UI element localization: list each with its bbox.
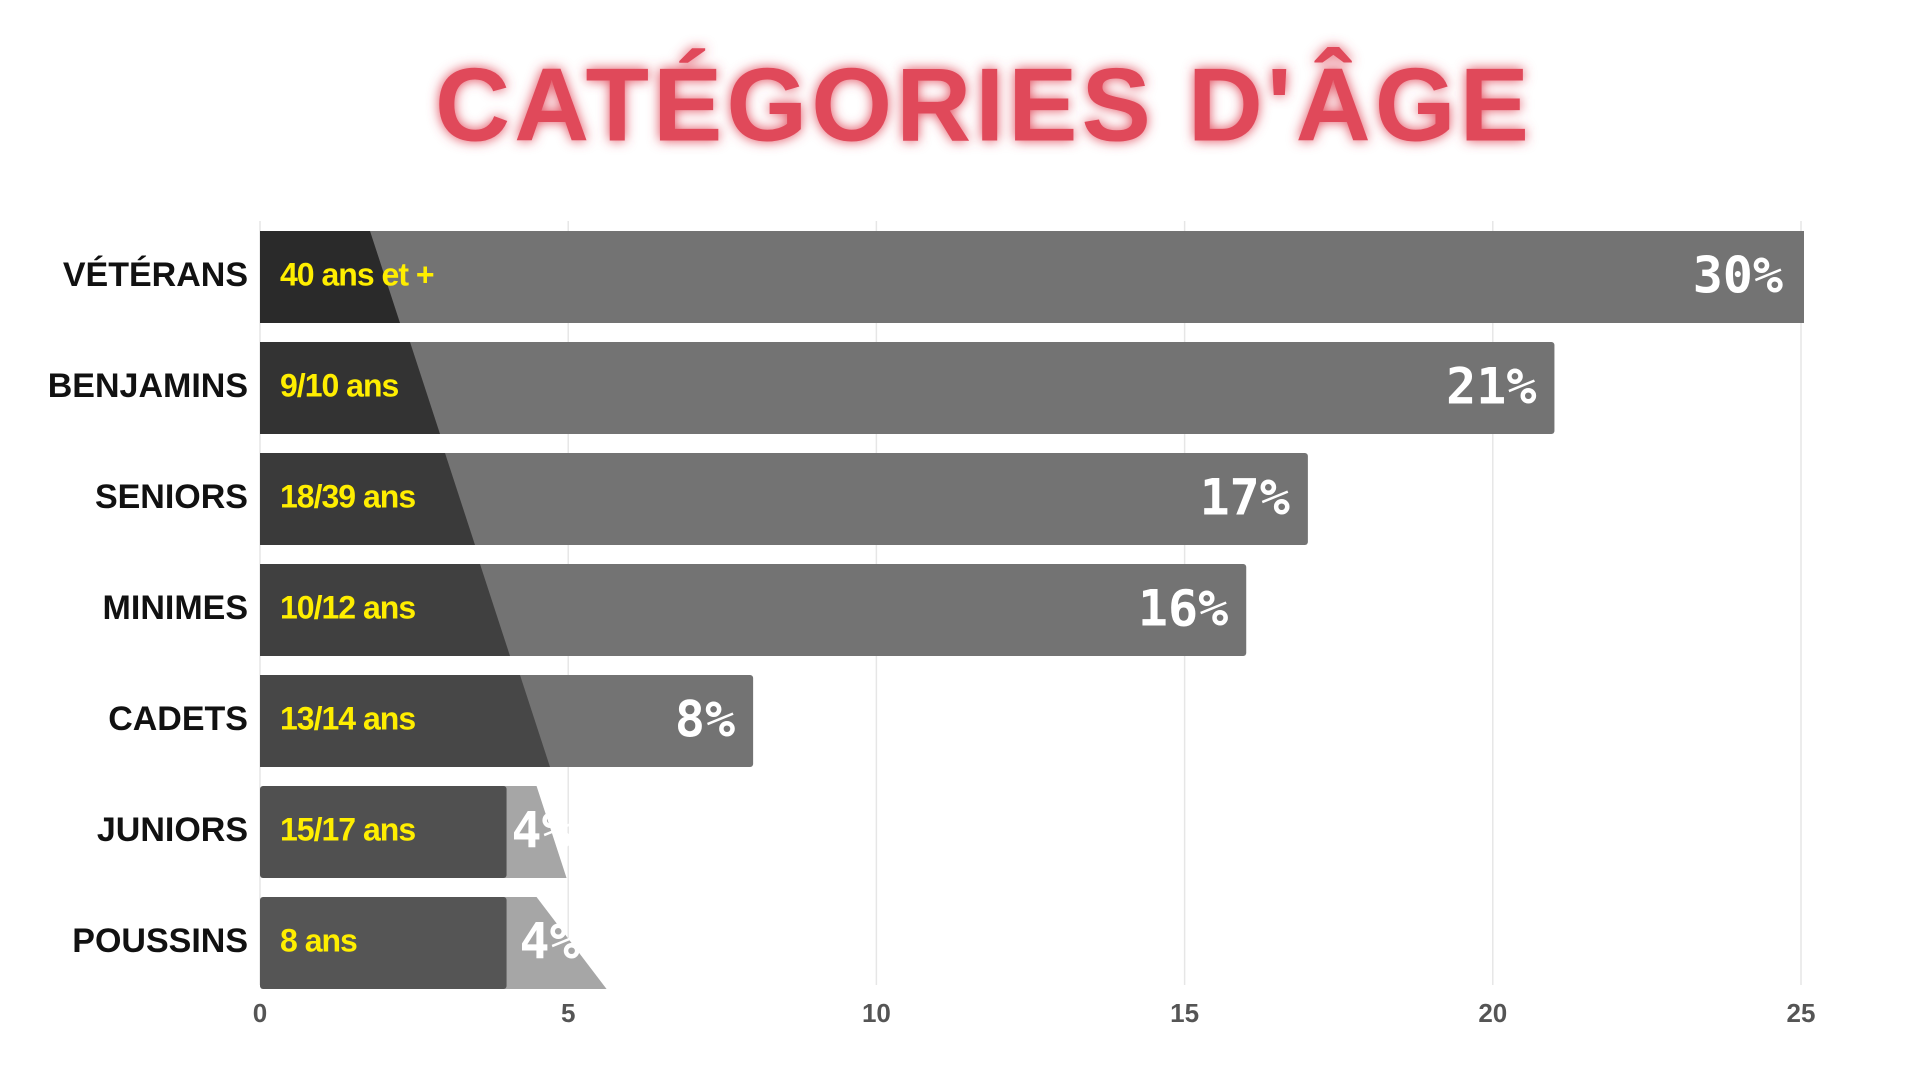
x-tick-label: 20 [1478,998,1507,1028]
x-tick-label: 25 [1787,998,1816,1028]
bar [260,564,1247,656]
y-tick-label: POUSSINS [72,922,248,960]
bar [260,453,1308,545]
bar-accent [260,453,475,545]
value-label: 16% [1138,580,1228,638]
chart-title: CATÉGORIES D'ÂGE [435,47,1533,163]
y-tick-label: CADETS [108,700,248,738]
x-tick-label: 10 [862,998,891,1028]
bar [260,342,1555,434]
value-label: 4% [512,802,572,860]
y-tick-label: BENJAMINS [48,367,248,405]
bar [260,231,1804,323]
bar-accent [260,231,400,323]
bar-accent [501,786,567,878]
value-label: 30% [1693,247,1783,305]
x-tick-label: 5 [561,998,575,1028]
age-range: 10/12 ans [280,589,415,625]
age-range: 9/10 ans [280,367,399,403]
age-range: 13/14 ans [280,700,415,736]
x-tick-label: 15 [1170,998,1199,1028]
age-range: 8 ans [280,922,357,958]
bar-accent [260,675,550,767]
bar-accent [260,564,510,656]
value-label: 8% [675,691,735,749]
bar-accent [260,342,440,434]
bar-accent [501,897,607,989]
value-label: 17% [1200,469,1290,527]
bar [260,786,507,878]
age-range: 40 ans et + [280,256,434,292]
x-tick-label: 0 [253,998,267,1028]
y-tick-label: JUNIORS [97,811,248,849]
value-label: 21% [1446,358,1536,416]
y-tick-label: VÉTÉRANS [63,256,248,294]
value-label: 4% [520,913,580,971]
age-range: 18/39 ans [280,478,415,514]
y-tick-label: MINIMES [103,589,248,627]
bar [260,897,507,989]
age-range: 15/17 ans [280,811,415,847]
y-tick-label: SENIORS [95,478,248,516]
